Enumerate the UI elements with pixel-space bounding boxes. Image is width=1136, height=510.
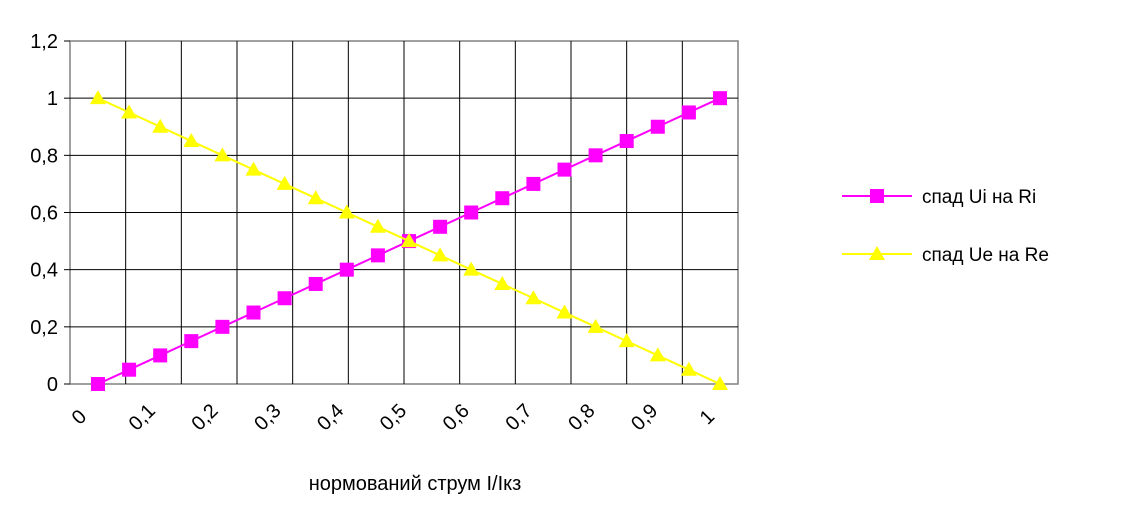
- data-point: [588, 148, 603, 163]
- data-point: [587, 318, 604, 333]
- y-tick-label: 0,6: [30, 203, 58, 225]
- y-tick-label: 0,4: [30, 260, 58, 282]
- data-point: [214, 147, 231, 162]
- series-1: [91, 91, 727, 391]
- data-point: [463, 261, 480, 276]
- y-tick-label: 0: [47, 374, 58, 396]
- data-point: [557, 162, 572, 177]
- series-2: [90, 90, 728, 390]
- x-axis-ticks: 0 0,1 0,2 0,3 0,4 0,5 0,6 0,7 0,8 0,9 1: [68, 400, 719, 435]
- legend-item: спад Ue на Re: [842, 245, 1049, 266]
- data-point: [338, 204, 355, 219]
- x-tick-label: 1: [696, 406, 719, 429]
- data-point: [649, 347, 666, 362]
- data-point: [121, 104, 138, 119]
- data-point: [401, 233, 417, 248]
- y-tick-label: 1,2: [30, 31, 58, 53]
- data-point: [339, 262, 354, 277]
- data-point: [495, 191, 510, 206]
- data-point: [246, 305, 261, 320]
- data-point: [307, 190, 324, 205]
- x-tick-label: 0,2: [187, 400, 222, 435]
- y-tick-label: 1: [47, 88, 58, 110]
- x-tick-label: 0,3: [250, 400, 285, 435]
- data-point: [712, 376, 728, 390]
- x-tick-label: 0,1: [125, 400, 160, 435]
- x-tick-label: 0,7: [501, 400, 536, 435]
- data-point: [433, 219, 448, 234]
- series-layer: [90, 90, 728, 391]
- plot-area: [69, 40, 739, 385]
- legend-label: спад Ui на Ri: [922, 187, 1036, 208]
- data-point: [308, 276, 323, 291]
- data-point: [525, 290, 542, 305]
- legend: спад Ui на Ri спад Ue на Re: [842, 187, 1049, 266]
- data-point: [215, 319, 230, 334]
- data-point: [153, 348, 168, 363]
- x-tick-label: 0,9: [627, 400, 662, 435]
- data-point: [650, 119, 665, 134]
- y-tick-label: 0,2: [30, 317, 58, 339]
- data-point: [556, 304, 573, 319]
- data-point: [152, 118, 169, 133]
- data-point: [494, 275, 511, 290]
- data-point: [681, 105, 696, 120]
- data-point: [370, 248, 385, 263]
- data-point: [680, 361, 697, 376]
- x-axis-label: нормований струм I/Iкз: [309, 473, 522, 495]
- data-point: [122, 362, 137, 377]
- x-tick-label: 0,6: [439, 400, 474, 435]
- data-point: [526, 176, 541, 191]
- x-tick-label: 0,5: [376, 400, 411, 435]
- data-point: [91, 377, 105, 391]
- y-tick-label: 0,8: [30, 145, 58, 167]
- data-point: [618, 333, 635, 348]
- x-tick-label: 0: [68, 406, 91, 429]
- data-point: [183, 133, 200, 148]
- data-point: [464, 205, 479, 220]
- data-point: [619, 134, 634, 149]
- x-tick-label: 0,8: [564, 400, 599, 435]
- data-point: [369, 218, 386, 233]
- legend-item: спад Ui на Ri: [842, 187, 1036, 208]
- y-axis-ticks: 0 0,2 0,4 0,6 0,8 1 1,2: [30, 31, 70, 396]
- data-point: [713, 91, 727, 106]
- legend-marker: [869, 246, 885, 260]
- data-point: [245, 161, 262, 176]
- data-point: [184, 334, 199, 349]
- legend-marker: [870, 189, 884, 203]
- data-point: [276, 175, 293, 190]
- data-point: [90, 90, 106, 105]
- data-point: [277, 291, 292, 306]
- legend-label: спад Ue на Re: [922, 245, 1049, 266]
- x-tick-label: 0,4: [313, 400, 348, 435]
- data-point: [432, 247, 449, 262]
